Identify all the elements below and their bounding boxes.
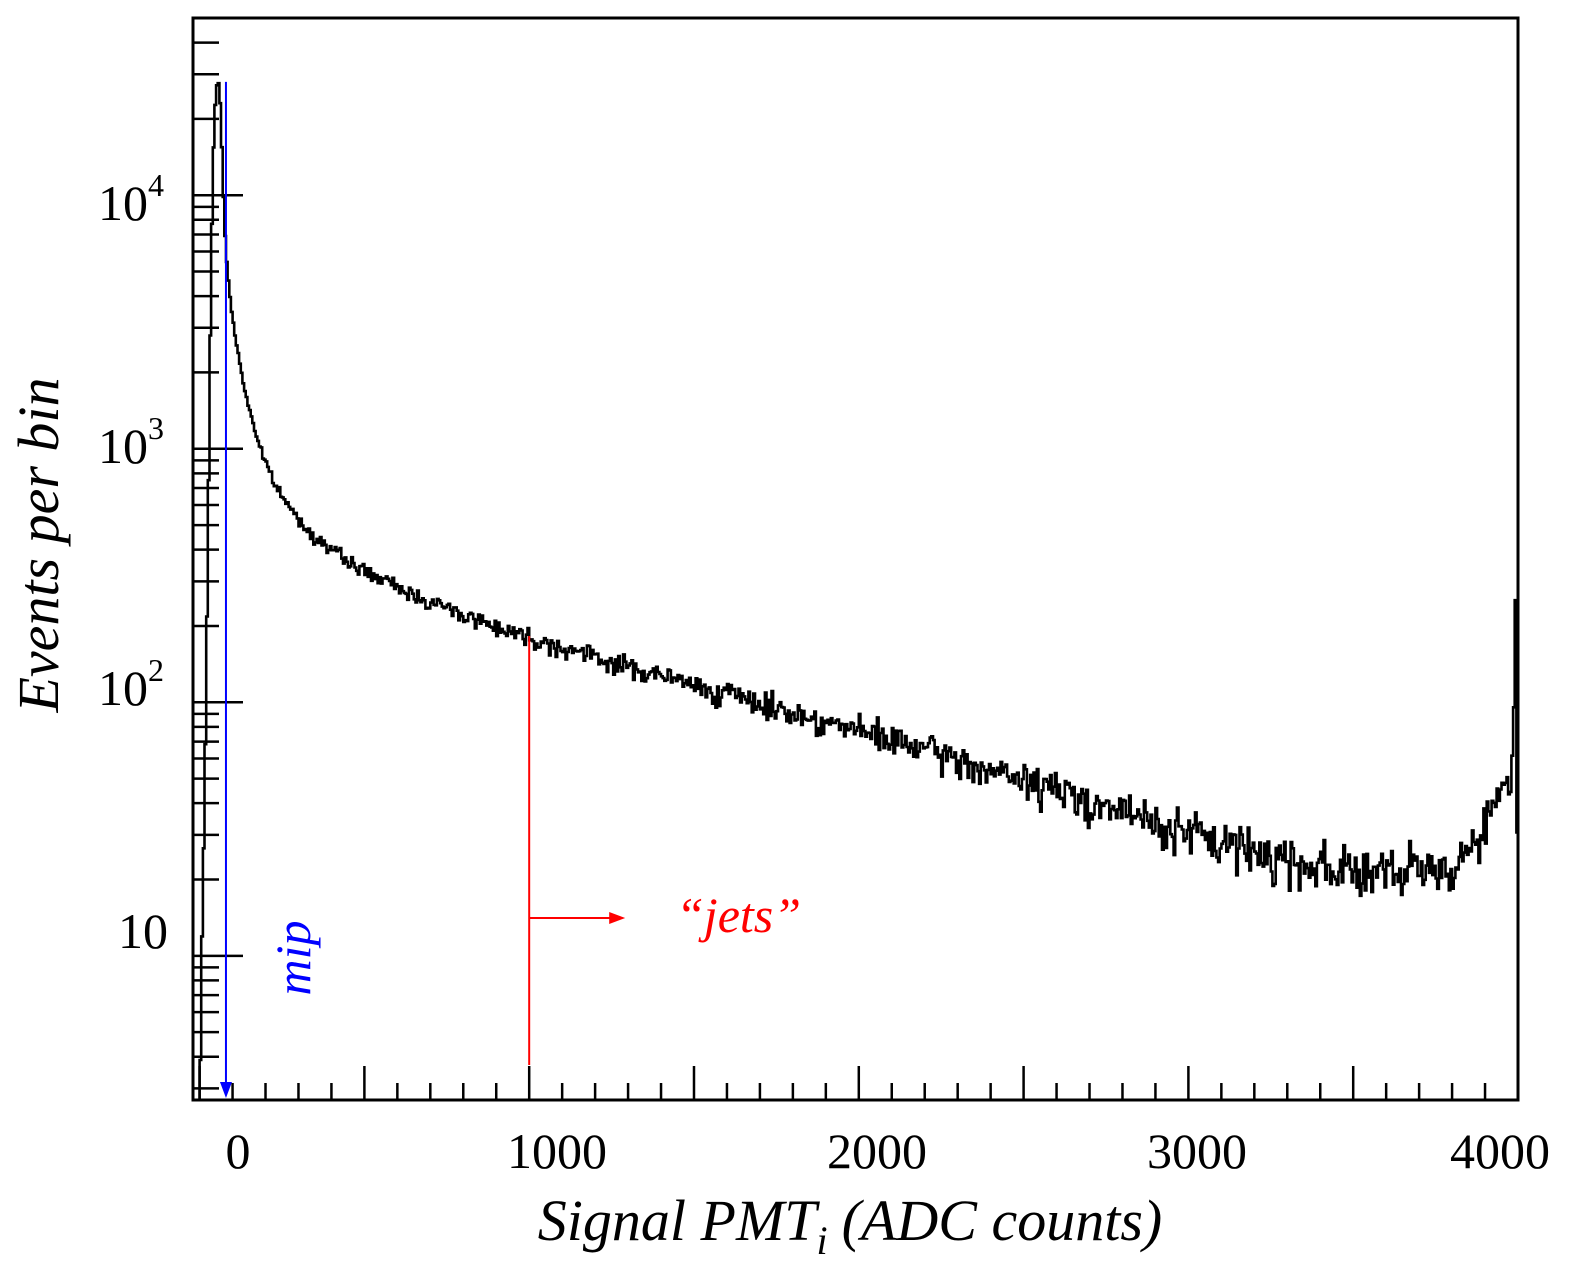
y-tick-label-100: 102 — [98, 652, 164, 716]
jets-arrow-head — [609, 912, 626, 924]
x-axis-title: Signal PMTi (ADC counts) — [538, 1188, 1162, 1263]
histogram-series-line — [193, 81, 1520, 1102]
x-tick-label-3000: 3000 — [1147, 1123, 1247, 1179]
x-tick-label-2000: 2000 — [827, 1123, 927, 1179]
y-tick-label-10000: 104 — [98, 167, 164, 231]
plot-frame — [191, 16, 1520, 1102]
x-tick-label-0: 0 — [226, 1123, 251, 1179]
axis-ticks — [193, 16, 1520, 1100]
jets-annotation-label: “jets” — [676, 887, 801, 943]
annotations — [219, 81, 626, 1098]
mip-arrow-head — [219, 1082, 232, 1098]
y-tick-label-10: 10 — [118, 903, 168, 959]
y-axis-title: Events per bin — [6, 377, 71, 713]
x-tick-label-1000: 1000 — [507, 1123, 607, 1179]
y-tick-label-1000: 103 — [98, 410, 164, 474]
mip-annotation-label: mip — [265, 921, 321, 996]
x-tick-label-4000: 4000 — [1450, 1123, 1550, 1179]
